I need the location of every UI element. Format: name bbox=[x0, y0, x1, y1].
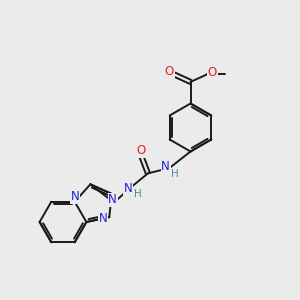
Text: O: O bbox=[208, 65, 217, 79]
Text: N: N bbox=[161, 160, 170, 173]
Text: H: H bbox=[171, 169, 178, 179]
Text: N: N bbox=[99, 212, 108, 225]
Text: H: H bbox=[134, 189, 142, 199]
Text: N: N bbox=[108, 194, 117, 206]
Text: N: N bbox=[124, 182, 133, 195]
Text: N: N bbox=[71, 190, 80, 203]
Text: O: O bbox=[165, 65, 174, 78]
Text: O: O bbox=[136, 144, 145, 157]
